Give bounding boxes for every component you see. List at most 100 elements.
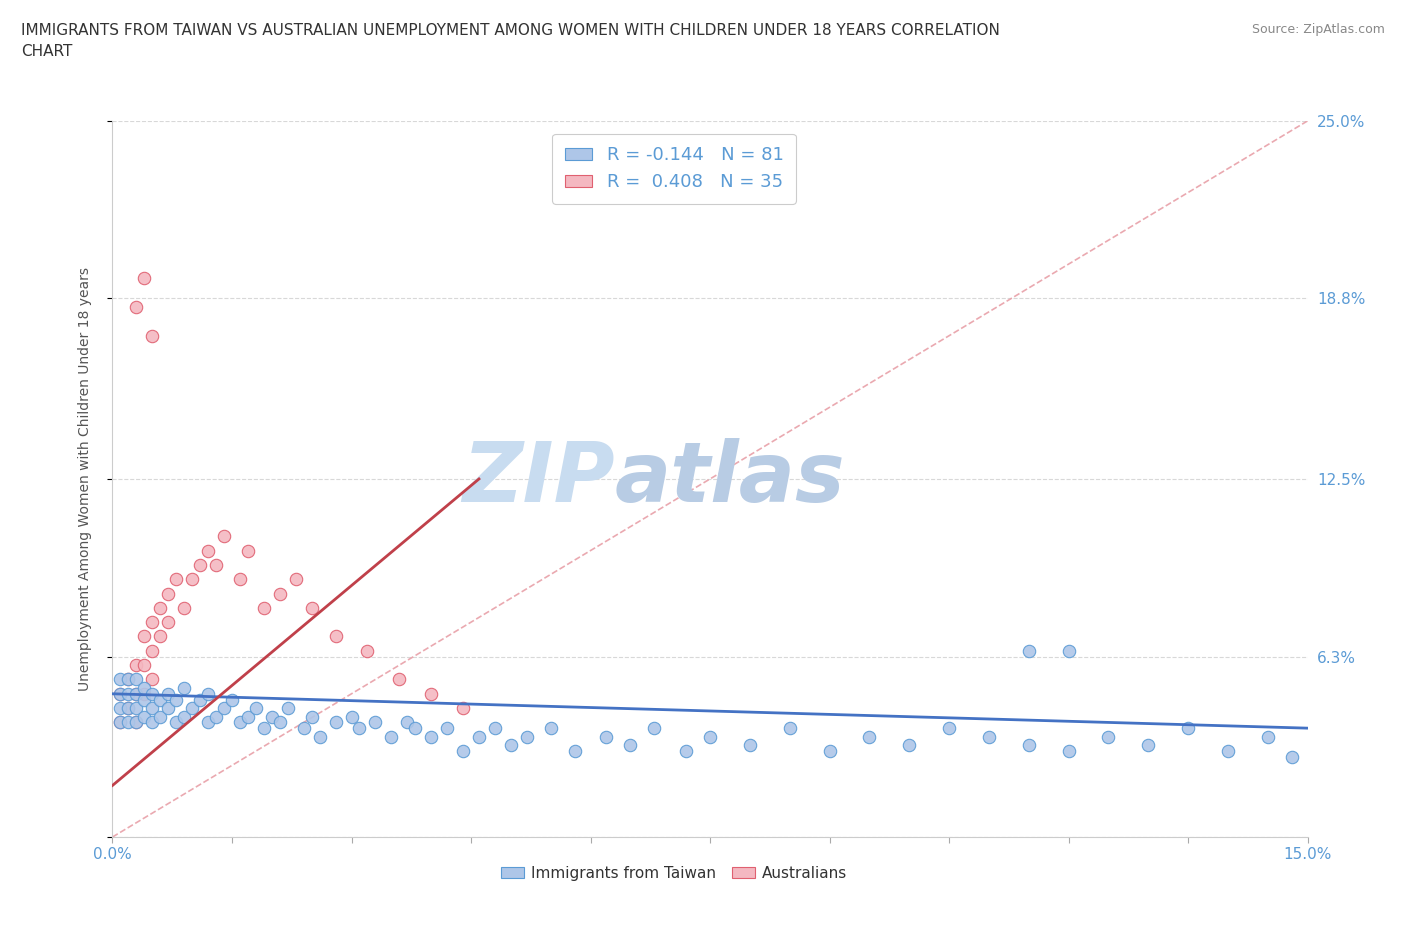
Point [165, 715, 187, 730]
Point [141, 328, 163, 343]
Point [157, 586, 180, 601]
Point [516, 729, 538, 744]
Point [125, 700, 148, 715]
Point [236, 710, 259, 724]
Point [221, 692, 243, 707]
Point [134, 681, 156, 696]
Point [325, 629, 347, 644]
Point [898, 737, 921, 752]
Point [141, 615, 163, 630]
Point [540, 721, 562, 736]
Point [173, 601, 195, 616]
Point [1281, 750, 1303, 764]
Point [1097, 729, 1119, 744]
Point [197, 686, 219, 701]
Point [117, 700, 139, 715]
Point [125, 715, 148, 730]
Point [134, 686, 156, 701]
Point [301, 710, 323, 724]
Point [564, 744, 586, 759]
Point [977, 729, 1000, 744]
Point [858, 729, 880, 744]
Point [260, 710, 283, 724]
Point [1018, 737, 1040, 752]
Point [125, 686, 148, 701]
Point [236, 543, 259, 558]
Point [173, 710, 195, 724]
Point [595, 729, 617, 744]
Point [388, 672, 411, 687]
Point [125, 299, 148, 314]
Point [110, 715, 132, 730]
Point [141, 686, 163, 701]
Point [229, 572, 252, 587]
Point [157, 615, 180, 630]
Point [117, 700, 139, 715]
Legend: Immigrants from Taiwan, Australians: Immigrants from Taiwan, Australians [495, 859, 853, 886]
Point [308, 729, 330, 744]
Point [699, 729, 721, 744]
Point [205, 710, 228, 724]
Point [420, 686, 443, 701]
Point [1177, 721, 1199, 736]
Point [675, 744, 697, 759]
Point [117, 672, 139, 687]
Point [181, 700, 204, 715]
Point [349, 721, 371, 736]
Point [269, 586, 291, 601]
Point [292, 721, 315, 736]
Point [1257, 729, 1279, 744]
Point [245, 700, 267, 715]
Point [149, 629, 172, 644]
Point [451, 744, 474, 759]
Point [134, 629, 156, 644]
Point [165, 572, 187, 587]
Point [125, 715, 148, 730]
Point [818, 744, 841, 759]
Point [738, 737, 761, 752]
Point [117, 715, 139, 730]
Point [364, 715, 387, 730]
Point [197, 715, 219, 730]
Point [125, 686, 148, 701]
Point [110, 700, 132, 715]
Point [380, 729, 402, 744]
Point [325, 715, 347, 730]
Point [938, 721, 960, 736]
Point [779, 721, 801, 736]
Point [1137, 737, 1160, 752]
Point [117, 686, 139, 701]
Point [134, 692, 156, 707]
Point [165, 692, 187, 707]
Point [499, 737, 522, 752]
Point [110, 686, 132, 701]
Point [301, 601, 323, 616]
Text: IMMIGRANTS FROM TAIWAN VS AUSTRALIAN UNEMPLOYMENT AMONG WOMEN WITH CHILDREN UNDE: IMMIGRANTS FROM TAIWAN VS AUSTRALIAN UNE… [21, 23, 1000, 60]
Point [1018, 644, 1040, 658]
Point [134, 710, 156, 724]
Point [1057, 644, 1080, 658]
Point [141, 644, 163, 658]
Point [253, 601, 276, 616]
Point [134, 271, 156, 286]
Point [149, 601, 172, 616]
Point [396, 715, 419, 730]
Point [181, 572, 204, 587]
Point [205, 557, 228, 572]
Text: atlas: atlas [614, 438, 845, 520]
Point [436, 721, 458, 736]
Point [197, 543, 219, 558]
Point [141, 672, 163, 687]
Point [340, 710, 363, 724]
Point [1057, 744, 1080, 759]
Point [110, 715, 132, 730]
Point [284, 572, 307, 587]
Point [420, 729, 443, 744]
Text: Source: ZipAtlas.com: Source: ZipAtlas.com [1251, 23, 1385, 36]
Point [253, 721, 276, 736]
Point [356, 644, 378, 658]
Point [149, 692, 172, 707]
Point [451, 700, 474, 715]
Y-axis label: Unemployment Among Women with Children Under 18 years: Unemployment Among Women with Children U… [77, 267, 91, 691]
Point [125, 672, 148, 687]
